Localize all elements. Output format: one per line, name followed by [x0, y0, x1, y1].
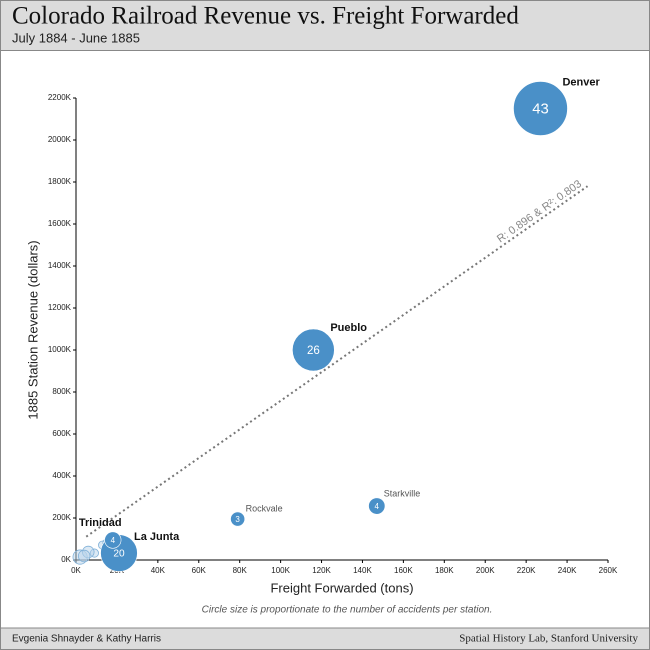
bubble: [230, 511, 246, 527]
y-tick-label: 200K: [52, 513, 71, 522]
chart-subtitle: July 1884 - June 1885: [12, 30, 140, 45]
credit-left: Evgenia Shnayder & Kathy Harris: [12, 634, 161, 645]
y-tick-label: 1000K: [48, 345, 72, 354]
y-tick-label: 1600K: [48, 219, 72, 228]
note: Circle size is proportionate to the numb…: [202, 605, 493, 616]
y-tick-label: 2000K: [48, 135, 72, 144]
bubble-value: 4: [111, 536, 116, 545]
trend-line: [85, 185, 589, 538]
x-tick-label: 0K: [71, 566, 81, 575]
bubble: [77, 549, 91, 563]
x-tick-label: 140K: [353, 566, 372, 575]
bubble: [513, 81, 568, 136]
y-tick-label: 1800K: [48, 177, 72, 186]
bubble-value: 20: [113, 549, 125, 560]
point-label: Rockvale: [246, 503, 283, 513]
y-axis-label: 1885 Station Revenue (dollars): [25, 240, 40, 419]
x-tick-label: 260K: [599, 566, 618, 575]
x-tick-label: 200K: [476, 566, 495, 575]
x-tick-label: 40K: [151, 566, 166, 575]
x-tick-label: 160K: [394, 566, 413, 575]
bubble-value: 3: [235, 515, 240, 524]
credit-right: Spatial History Lab, Stanford University: [459, 633, 638, 645]
y-tick-label: 1200K: [48, 303, 72, 312]
y-tick-label: 1400K: [48, 261, 72, 270]
x-tick-label: 100K: [271, 566, 290, 575]
x-tick-label: 240K: [558, 566, 577, 575]
chart-title: Colorado Railroad Revenue vs. Freight Fo…: [12, 3, 519, 30]
bubble-value: 26: [307, 345, 320, 357]
point-label: Trinidad: [79, 517, 122, 529]
point-label: Starkville: [384, 488, 421, 498]
bubble: [292, 328, 335, 372]
bubble-value: 43: [532, 101, 549, 117]
x-tick-label: 180K: [435, 566, 454, 575]
y-tick-label: 400K: [52, 471, 71, 480]
y-tick-label: 0K: [61, 555, 71, 564]
x-tick-label: 60K: [192, 566, 207, 575]
bubble-value: 4: [375, 502, 380, 511]
bubble: [104, 531, 122, 549]
y-tick-label: 2200K: [48, 93, 72, 102]
x-tick-label: 80K: [233, 566, 248, 575]
y-tick-label: 800K: [52, 387, 71, 396]
x-tick-label: 120K: [312, 566, 331, 575]
point-label: Denver: [562, 76, 600, 88]
header-band: [0, 0, 650, 51]
x-axis-label: Freight Forwarded (tons): [270, 580, 413, 595]
bubble: [368, 497, 386, 515]
x-tick-label: 220K: [517, 566, 536, 575]
point-label: La Junta: [134, 531, 180, 543]
y-tick-label: 600K: [52, 429, 71, 438]
point-label: Pueblo: [330, 322, 367, 334]
